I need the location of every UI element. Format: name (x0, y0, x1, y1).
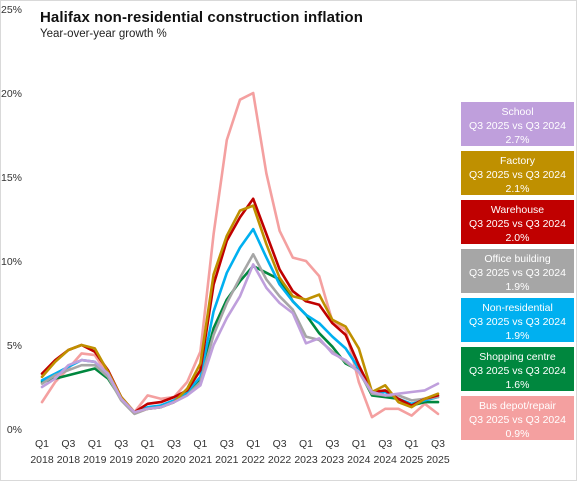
x-tick-label: Q3 2021 (215, 438, 239, 466)
x-tick-label: Q1 2025 (400, 438, 424, 466)
legend-item-factory: Factory Q3 2025 vs Q3 2024 2.1% (460, 150, 575, 196)
chart-subtitle: Year-over-year growth % (40, 28, 167, 40)
legend-item-non-residential: Non-residential Q3 2025 vs Q3 2024 1.9% (460, 297, 575, 343)
x-tick-label: Q3 2018 (57, 438, 81, 466)
x-tick-label: Q3 2022 (268, 438, 292, 466)
legend-text: Q3 2025 vs Q3 2024 (469, 169, 566, 181)
series-line-warehouse (40, 197, 440, 414)
legend-text: 0.9% (505, 428, 530, 440)
x-tick-label: Q1 2019 (83, 438, 107, 466)
legend-text: Q3 2025 vs Q3 2024 (469, 365, 566, 377)
y-tick-label: 25% (1, 4, 22, 16)
legend-text: Warehouse (490, 204, 545, 216)
y-tick-label: 0% (7, 424, 22, 436)
x-tick-label: Q1 2024 (347, 438, 371, 466)
legend-item-office-building: Office building Q3 2025 vs Q3 2024 1.9% (460, 248, 575, 294)
y-tick-label: 5% (7, 340, 22, 352)
legend-text: Q3 2025 vs Q3 2024 (469, 316, 566, 328)
legend-text: Factory (499, 155, 535, 167)
chart-title: Halifax non-residential construction inf… (40, 9, 363, 26)
legend-text: 2.7% (505, 134, 530, 146)
x-tick-label: Q1 2020 (136, 438, 160, 466)
legend-text: 1.9% (505, 330, 530, 342)
legend-text: Q3 2025 vs Q3 2024 (469, 120, 566, 132)
legend-item-warehouse: Warehouse Q3 2025 vs Q3 2024 2.0% (460, 199, 575, 245)
x-tick-label: Q3 2025 (426, 438, 450, 466)
y-tick-label: 15% (1, 172, 22, 184)
series-line-non-residential (40, 227, 440, 414)
legend-text: 1.6% (505, 379, 530, 391)
series-line-office-building (40, 253, 440, 416)
x-tick-label: Q1 2018 (30, 438, 54, 466)
series-line-school (40, 263, 440, 414)
x-tick-label: Q1 2023 (294, 438, 318, 466)
legend-text: Bus depot/repair (478, 400, 557, 412)
x-tick-label: Q3 2019 (110, 438, 134, 466)
y-tick-label: 20% (1, 88, 22, 100)
legend-text: Q3 2025 vs Q3 2024 (469, 267, 566, 279)
legend-item-shopping-centre: Shopping centre Q3 2025 vs Q3 2024 1.6% (460, 346, 575, 392)
series-line-factory (40, 204, 440, 414)
x-tick-label: Q1 2021 (189, 438, 213, 466)
legend-text: Office building (484, 253, 551, 265)
legend-text: Non-residential (482, 302, 553, 314)
legend-text: School (501, 106, 534, 118)
x-tick-label: Q3 2024 (374, 438, 398, 466)
legend-item-school: School Q3 2025 vs Q3 2024 2.7% (460, 101, 575, 147)
legend-text: 2.0% (505, 232, 530, 244)
x-tick-label: Q1 2022 (242, 438, 266, 466)
legend-text: Q3 2025 vs Q3 2024 (469, 218, 566, 230)
legend-text: Shopping centre (479, 351, 556, 363)
legend-text: Q3 2025 vs Q3 2024 (469, 414, 566, 426)
legend-text: 2.1% (505, 183, 530, 195)
legend-text: 1.9% (505, 281, 530, 293)
legend-item-bus-depot-repair: Bus depot/repair Q3 2025 vs Q3 2024 0.9% (460, 395, 575, 441)
x-tick-label: Q3 2020 (162, 438, 186, 466)
y-tick-label: 10% (1, 256, 22, 268)
x-tick-label: Q3 2023 (321, 438, 345, 466)
